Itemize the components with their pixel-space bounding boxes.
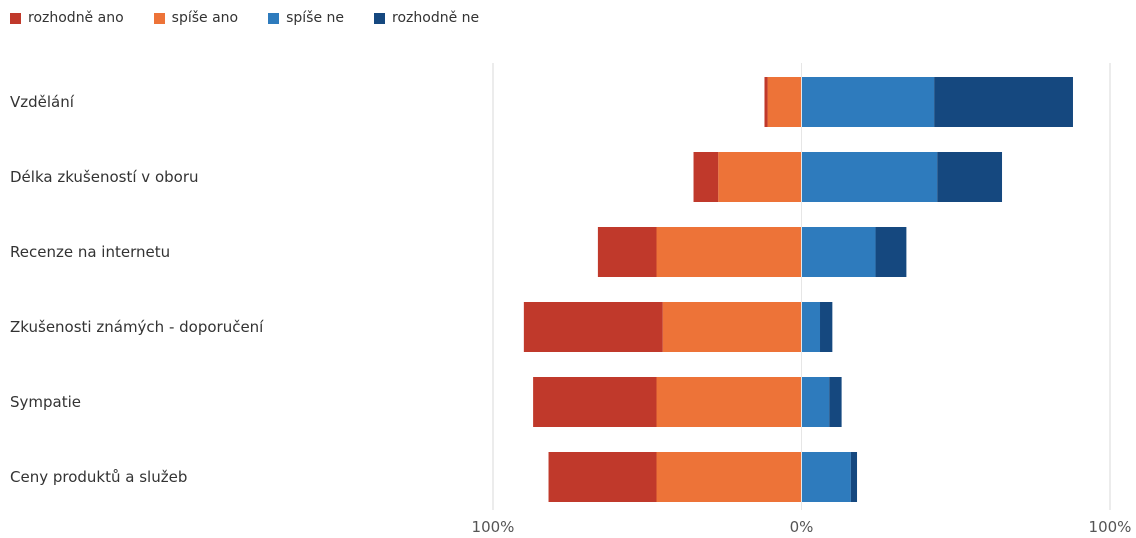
legend-item: spíše ano	[153, 10, 239, 26]
legend-label: spíše ano	[171, 10, 239, 26]
x-tick-label: 0%	[790, 518, 814, 536]
category-label: Recenze na internetu	[10, 243, 171, 261]
category-label: Ceny produktů a služeb	[10, 468, 188, 486]
bar-segment	[801, 452, 851, 502]
bar-segment	[801, 227, 876, 277]
x-tick-label: 100%	[1089, 518, 1132, 536]
legend-item: rozhodně ano	[10, 10, 124, 26]
bar-segment	[548, 452, 657, 502]
bar-segment	[656, 227, 802, 277]
bar-segment	[850, 452, 858, 502]
category-label: Vzdělání	[10, 93, 74, 111]
bar-segment	[662, 302, 802, 352]
bar-segment	[767, 77, 802, 127]
bar-segment	[801, 77, 935, 127]
x-tick-label: 100%	[472, 518, 515, 536]
bar-segment	[875, 227, 907, 277]
legend-swatch	[268, 12, 280, 24]
bar-segment	[523, 302, 663, 352]
legend-swatch	[10, 12, 21, 24]
legend: rozhodně ano spíše ano spíše ne rozhodně ne	[10, 10, 509, 26]
bar-segment	[693, 152, 719, 202]
bar-segment	[764, 77, 768, 127]
bar-segment	[801, 377, 830, 427]
bar-segment	[801, 152, 938, 202]
legend-label: rozhodně ano	[28, 10, 124, 26]
bar-segment	[937, 152, 1003, 202]
bar-segment	[656, 377, 802, 427]
bar-segment	[718, 152, 802, 202]
category-label: Zkušenosti známých - doporučení	[10, 318, 264, 336]
bar-segment	[656, 452, 802, 502]
legend-swatch	[374, 12, 386, 24]
bar-segment	[801, 302, 821, 352]
legend-swatch	[153, 12, 165, 24]
bar-segment	[597, 227, 657, 277]
legend-label: rozhodně ne	[392, 10, 480, 26]
bar-segment	[934, 77, 1073, 127]
legend-item: rozhodně ne	[374, 10, 479, 26]
category-label: Délka zkušeností v oboru	[10, 168, 199, 186]
category-label: Sympatie	[10, 393, 82, 411]
bar-segment	[820, 302, 833, 352]
bar-segment	[829, 377, 842, 427]
bar-segment	[533, 377, 657, 427]
legend-item: spíše ne	[268, 10, 344, 26]
legend-label: spíše ne	[286, 10, 345, 26]
